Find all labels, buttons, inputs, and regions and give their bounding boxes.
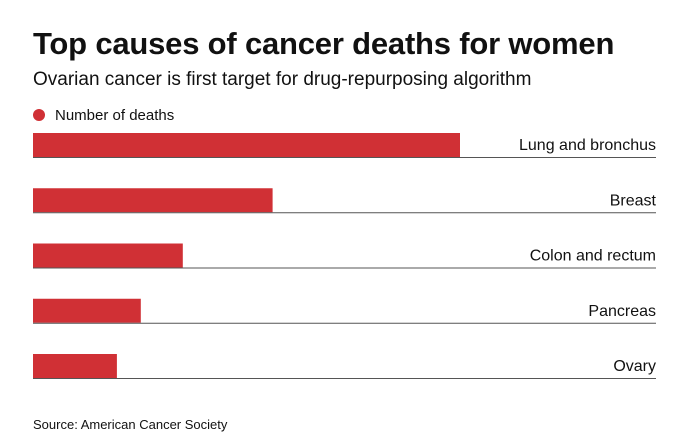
chart-subtitle: Ovarian cancer is first target for drug-… (33, 69, 532, 90)
category-label: Colon and rectum (530, 248, 656, 265)
legend-label: Number of deaths (55, 106, 175, 124)
bar-lung-and-bronchus (33, 133, 460, 157)
category-label: Pancreas (588, 303, 656, 320)
bar-breast (33, 188, 273, 213)
legend-swatch (33, 109, 45, 121)
source-note: Source: American Cancer Society (33, 417, 228, 432)
bar-ovary (33, 354, 117, 378)
chart-title: Top causes of cancer deaths for women (33, 26, 615, 61)
category-label: Ovary (613, 358, 656, 375)
bar-pancreas (33, 298, 141, 323)
bar-colon-and-rectum (33, 243, 183, 268)
legend: Number of deaths (33, 106, 174, 124)
category-label: Breast (610, 192, 657, 209)
category-label: Lung and bronchus (519, 137, 656, 154)
